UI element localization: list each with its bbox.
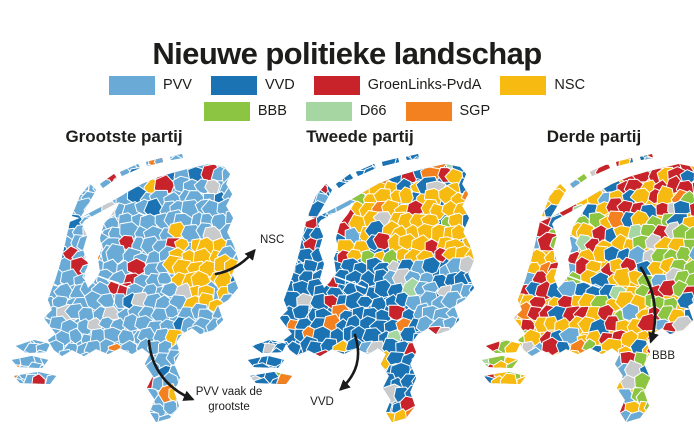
legend-row-1: PVV VVD GroenLinks-PvdA NSC [0, 74, 694, 96]
map-derde-svg [482, 154, 694, 422]
legend-swatch [405, 101, 452, 121]
annotation-pvv-vaak: PVV vaak de grootste [195, 386, 263, 413]
map-panel-derde: Derde partij [474, 126, 694, 434]
legend-swatch [210, 75, 257, 95]
legend-label: NSC [554, 77, 586, 93]
legend-item-vvd: VVD [210, 75, 295, 95]
page-title: Nieuwe politieke landschap [152, 35, 542, 71]
legend-label: VVD [264, 77, 295, 93]
map-grootste-svg [12, 154, 238, 422]
legend-swatch [313, 75, 360, 95]
map-title-grootste: Grootste partij [65, 127, 183, 146]
map-panel-tweede: Tweede partij [240, 126, 480, 434]
annotation-vvd: VVD [310, 396, 334, 408]
legend-label: SGP [459, 103, 491, 119]
legend-item-bbb: BBB [203, 101, 287, 121]
map-title-tweede: Tweede partij [306, 127, 414, 146]
annotation-nsc: NSC [260, 234, 285, 246]
legend-swatch [305, 101, 352, 121]
map-title-derde: Derde partij [546, 127, 642, 146]
legend-label: BBB [257, 103, 287, 119]
legend: PVV VVD GroenLinks-PvdA NSC BBB D66 SGP [0, 74, 694, 126]
legend-label: GroenLinks-PvdA [367, 77, 482, 93]
legend-item-d66: D66 [305, 101, 387, 121]
legend-item-pvv: PVV [108, 75, 192, 95]
legend-item-sgp: SGP [405, 101, 491, 121]
legend-label: PVV [162, 77, 192, 93]
legend-row-2: BBB D66 SGP [0, 100, 694, 122]
annotation-bbb: BBB [652, 350, 676, 362]
legend-label: D66 [359, 103, 387, 119]
legend-swatch [203, 101, 250, 121]
legend-item-groenlinks-pvda: GroenLinks-PvdA [313, 75, 482, 95]
legend-swatch [108, 75, 155, 95]
legend-swatch [500, 75, 547, 95]
legend-item-nsc: NSC [500, 75, 586, 95]
map-tweede-svg [248, 154, 474, 422]
map-panel-grootste: Grootste partij [4, 126, 244, 434]
